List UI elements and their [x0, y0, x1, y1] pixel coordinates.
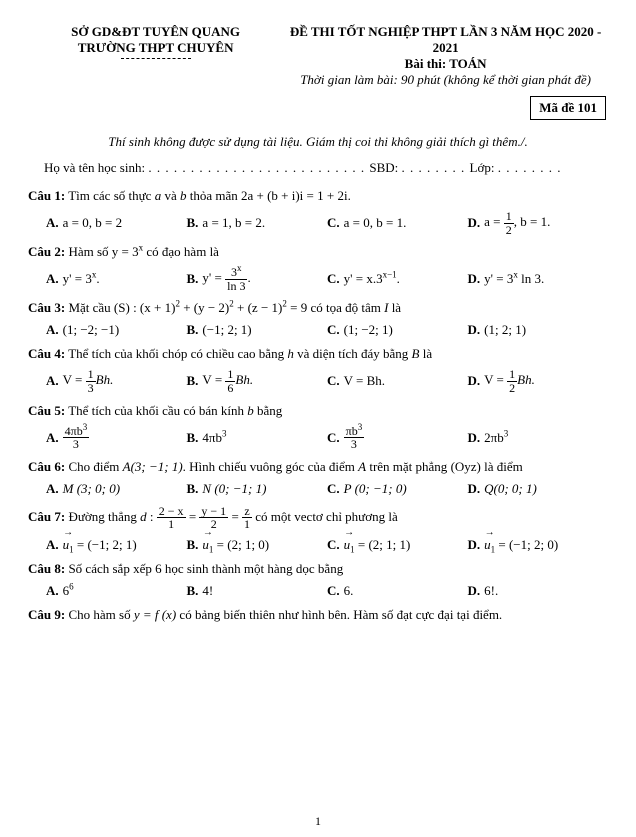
header: SỞ GD&ĐT TUYÊN QUANG TRƯỜNG THPT CHUYÊN …	[28, 24, 608, 88]
q1-text: Tìm các số thực a và b thỏa mãn 2a + (b …	[68, 188, 351, 203]
fill-line: Họ và tên học sinh: . . . . . . . . . . …	[44, 160, 608, 176]
q6-options: A.M (3; 0; 0) B.N (0; −1; 1) C.P (0; −1;…	[46, 481, 608, 497]
q7-label: Câu 7:	[28, 509, 65, 524]
page-number: 1	[0, 814, 636, 829]
dash-divider	[121, 58, 191, 59]
q3-options: A.(1; −2; −1) B.(−1; 2; 1) C.(1; −2; 1) …	[46, 322, 608, 338]
class-label: Lớp:	[470, 160, 495, 175]
opt-a: A.	[46, 215, 59, 231]
q7-options: A.u1 = (−1; 2; 1) B.u1 = (2; 1; 0) C.u1 …	[46, 537, 608, 553]
header-left: SỞ GD&ĐT TUYÊN QUANG TRƯỜNG THPT CHUYÊN	[28, 24, 283, 88]
q5-label: Câu 5:	[28, 403, 65, 418]
header-right: ĐỀ THI TỐT NGHIỆP THPT LẦN 3 NĂM HỌC 202…	[283, 24, 608, 88]
q5-text: Thể tích của khối cầu có bán kính b bằng	[68, 403, 282, 418]
school: TRƯỜNG THPT CHUYÊN	[28, 40, 283, 56]
question-5: Câu 5: Thể tích của khối cầu có bán kính…	[28, 403, 608, 419]
q2-options: A.y' = 3x. B.y' = 3xln 3. C.y' = x.3x−1.…	[46, 266, 608, 292]
q4-options: A.V = 13Bh. B.V = 16Bh. C.V = Bh. D.V = …	[46, 368, 608, 394]
subject: Bài thi: TOÁN	[283, 56, 608, 72]
q8-text: Số cách sắp xếp 6 học sinh thành một hàn…	[68, 561, 343, 576]
q3-text: Mặt cầu (S) : (x + 1)2 + (y − 2)2 + (z −…	[68, 300, 401, 315]
name-label: Họ và tên học sinh:	[44, 160, 145, 175]
question-8: Câu 8: Số cách sắp xếp 6 học sinh thành …	[28, 561, 608, 577]
q8-label: Câu 8:	[28, 561, 65, 576]
dept: SỞ GD&ĐT TUYÊN QUANG	[28, 24, 283, 40]
exam-code: Mã đề 101	[530, 96, 606, 120]
duration: Thời gian làm bài: 90 phút (không kể thờ…	[283, 72, 608, 88]
q9-label: Câu 9:	[28, 607, 65, 622]
sbd-fill: . . . . . . . .	[402, 160, 470, 175]
opt-c: C.	[327, 215, 340, 231]
question-9: Câu 9: Cho hàm số y = f (x) có bảng biến…	[28, 607, 608, 623]
sbd-label: SBD:	[369, 160, 398, 175]
q2-text: Hàm số y = 3x có đạo hàm là	[68, 244, 219, 259]
question-2: Câu 2: Hàm số y = 3x có đạo hàm là	[28, 244, 608, 260]
question-7: Câu 7: Đường thẳng d : 2 − x1 = y − 12 =…	[28, 505, 608, 531]
exam-title: ĐỀ THI TỐT NGHIỆP THPT LẦN 3 NĂM HỌC 202…	[283, 24, 608, 56]
q6-label: Câu 6:	[28, 459, 65, 474]
opt-d: D.	[468, 215, 481, 231]
q6-text: Cho điểm A(3; −1; 1). Hình chiếu vuông g…	[68, 459, 522, 474]
q8-options: A.66 B.4! C.6. D.6!.	[46, 583, 608, 599]
instruction: Thí sinh không được sử dụng tài liệu. Gi…	[28, 134, 608, 150]
q2-label: Câu 2:	[28, 244, 65, 259]
question-4: Câu 4: Thể tích của khối chóp có chiều c…	[28, 346, 608, 362]
name-fill: . . . . . . . . . . . . . . . . . . . . …	[148, 160, 369, 175]
q5-options: A.4πb33 B.4πb3 C.πb33 D.2πb3	[46, 425, 608, 451]
question-3: Câu 3: Mặt cầu (S) : (x + 1)2 + (y − 2)2…	[28, 300, 608, 316]
q9-text: Cho hàm số y = f (x) có bảng biến thiên …	[68, 607, 502, 622]
q4-label: Câu 4:	[28, 346, 65, 361]
question-1: Câu 1: Tìm các số thực a và b thỏa mãn 2…	[28, 188, 608, 204]
opt-b: B.	[187, 215, 199, 231]
q4-text: Thể tích của khối chóp có chiều cao bằng…	[68, 346, 432, 361]
q3-label: Câu 3:	[28, 300, 65, 315]
q7-text: Đường thẳng d : 2 − x1 = y − 12 = z1 có …	[68, 509, 397, 524]
class-fill: . . . . . . . .	[498, 160, 562, 175]
q1-label: Câu 1:	[28, 188, 65, 203]
question-6: Câu 6: Cho điểm A(3; −1; 1). Hình chiếu …	[28, 459, 608, 475]
q1-options: A.a = 0, b = 2 B.a = 1, b = 2. C.a = 0, …	[46, 210, 608, 236]
